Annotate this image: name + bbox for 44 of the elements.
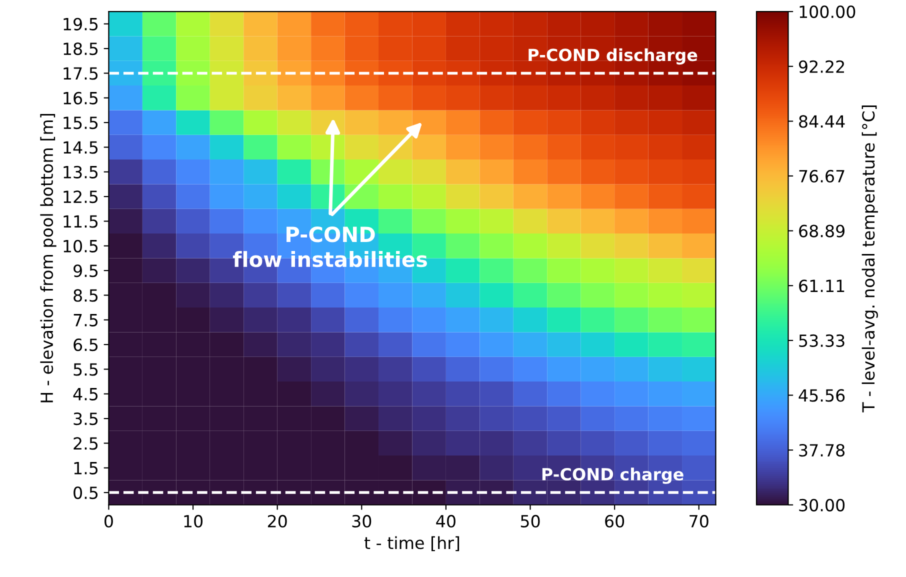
y-tick-label: 0.5: [74, 486, 98, 500]
y-tick-label: 1.5: [74, 462, 98, 474]
x-tick-label: 30: [352, 514, 372, 528]
y-tick-label: 6.5: [74, 338, 98, 352]
color-bar-label: 53.33: [799, 334, 844, 348]
color-bar-label: 76.67: [799, 170, 844, 183]
y-tick-label: 18.5: [64, 42, 98, 56]
color-bar-label: 84.44: [799, 115, 845, 128]
y-tick-label: 16.5: [64, 92, 98, 104]
y-tick-label: 19.5: [64, 18, 98, 30]
color-bar-label: 61.11: [799, 280, 844, 292]
y-axis-title: H - elevation from pool bottom [m]: [40, 114, 56, 402]
x-tick-label: 0: [104, 514, 113, 528]
y-tick-label: 4.5: [73, 388, 98, 400]
x-tick-label: 50: [520, 514, 540, 528]
y-tick-label: 10.5: [64, 240, 98, 252]
ref-line-label: P-COND discharge: [528, 48, 698, 65]
color-bar-label: 100.00: [800, 6, 856, 18]
y-tick-label: 13.5: [64, 166, 98, 178]
y-tick-label: 7.5: [74, 314, 98, 326]
color-bar-label: 30.00: [799, 498, 845, 512]
y-tick-label: 2.5: [74, 437, 98, 450]
x-tick-label: 60: [605, 514, 624, 528]
x-tick-label: 70: [690, 514, 708, 528]
color-bar-label: 37.78: [799, 444, 845, 457]
color-bar-label: 92.22: [798, 60, 844, 73]
y-tick-label: 5.5: [74, 363, 98, 376]
y-tick-label: 8.5: [74, 289, 98, 302]
x-tick-label: 10: [184, 514, 203, 528]
y-tick-label: 15.5: [64, 116, 98, 130]
ref-line-label: P-COND charge: [542, 468, 684, 484]
y-tick-label: 9.5: [74, 264, 98, 278]
x-tick-label: 20: [268, 514, 287, 528]
y-tick-label: 12.5: [64, 190, 98, 204]
color-bar-title: T - level-avg. nodal temperature [°C]: [862, 106, 878, 412]
annotation: P-COND flow instabilities: [232, 226, 427, 268]
x-tick-label: 40: [436, 514, 456, 528]
color-bar-label: 68.89: [799, 224, 844, 238]
x-axis-title: t - time [hr]: [364, 536, 460, 552]
y-tick-label: 11.5: [64, 215, 98, 228]
y-tick-label: 17.5: [64, 67, 98, 80]
y-tick-label: 3.5: [74, 412, 98, 426]
color-bar-label: 45.56: [798, 389, 845, 402]
y-tick-label: 14.5: [64, 141, 98, 154]
